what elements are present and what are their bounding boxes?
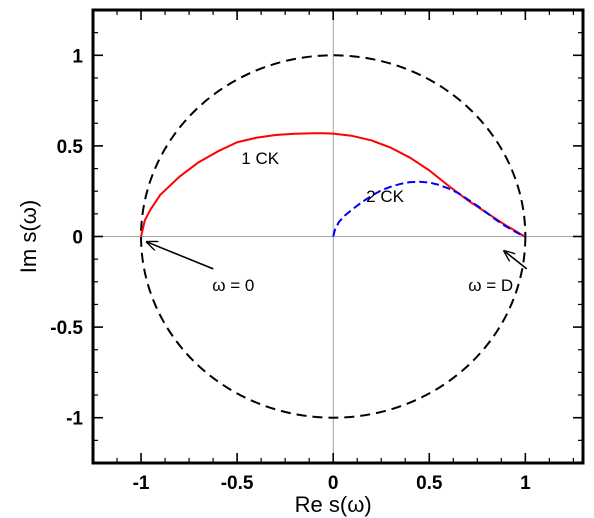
- x-tick-label: 0.5: [416, 473, 443, 494]
- y-tick-label: -0.5: [50, 318, 83, 339]
- x-tick-label: 0: [328, 473, 339, 494]
- annotation-label-1: 1 CK: [241, 149, 279, 168]
- series-line-2: [332, 180, 526, 238]
- y-tick-label: 1: [72, 46, 83, 67]
- y-axis-title: Im s(ω): [16, 200, 41, 273]
- annotation-label-4: ω = D: [468, 276, 513, 295]
- plot-frame-layer: [91, 8, 585, 465]
- y-tick-label: -1: [66, 409, 83, 430]
- text-layer: -1 -0.5 0 0.5 1 -1 -0.5 0 0.5 1 Re s(ω) Im s(ω) 1 CK…: [16, 46, 531, 517]
- annotation-arrow-3: [147, 242, 214, 270]
- y-tick-label: 0: [72, 228, 83, 249]
- series-layer: [140, 132, 526, 238]
- unit-circle: [140, 54, 527, 419]
- annotation-label-3: ω = 0: [212, 276, 254, 295]
- x-tick-label: 1: [520, 473, 531, 494]
- annotation-arrow-4: [504, 251, 528, 270]
- x-axis-title: Re s(ω): [295, 492, 372, 517]
- annotation-label-2: 2 CK: [366, 187, 404, 206]
- reference-layer: [93, 10, 583, 463]
- x-tick-label: -0.5: [221, 473, 254, 494]
- y-tick-label: 0.5: [57, 137, 84, 158]
- x-tick-label: -1: [133, 473, 150, 494]
